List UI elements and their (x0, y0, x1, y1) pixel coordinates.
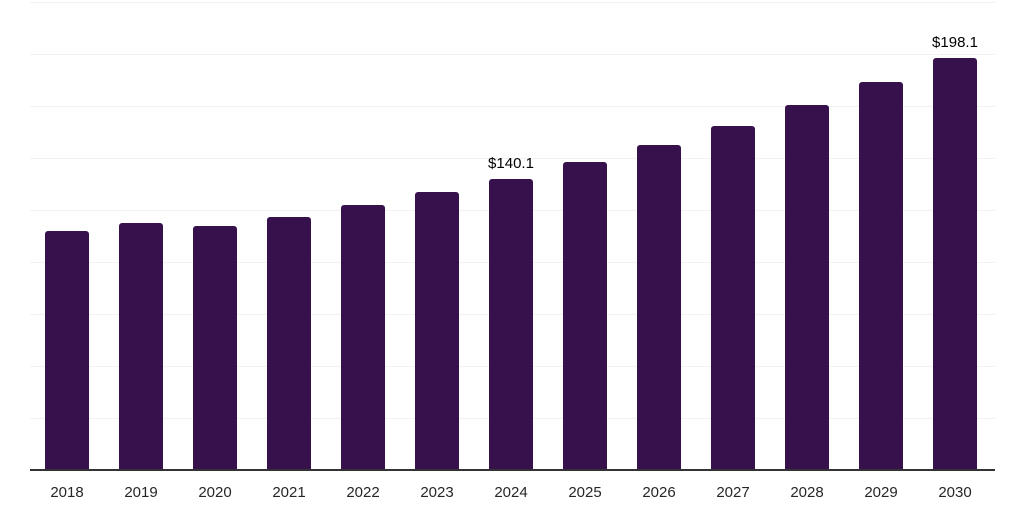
x-tick-label-2030: 2030 (938, 484, 972, 501)
x-axis-line (30, 469, 995, 471)
x-tick-label-2026: 2026 (642, 484, 676, 501)
bar-2019 (119, 223, 163, 470)
x-tick-label-2025: 2025 (568, 484, 602, 501)
bar-2023 (415, 192, 459, 470)
bar-2022 (341, 205, 385, 470)
x-tick-label-2028: 2028 (790, 484, 824, 501)
bar-2020 (193, 226, 237, 470)
x-tick-label-2019: 2019 (124, 484, 158, 501)
x-tick-label-2023: 2023 (420, 484, 454, 501)
x-tick-label-2022: 2022 (346, 484, 380, 501)
x-tick-label-2021: 2021 (272, 484, 306, 501)
x-tick-label-2027: 2027 (716, 484, 750, 501)
bar-2021 (267, 217, 311, 470)
bar-2030 (933, 58, 977, 470)
x-tick-label-2029: 2029 (864, 484, 898, 501)
data-label-2024: $140.1 (488, 155, 534, 172)
bar-2028 (785, 105, 829, 470)
x-tick-label-2024: 2024 (494, 484, 528, 501)
gridline (30, 158, 995, 159)
bar-2029 (859, 82, 903, 470)
bar-2025 (563, 162, 607, 470)
bar-2018 (45, 231, 89, 470)
x-tick-label-2018: 2018 (50, 484, 84, 501)
data-label-2030: $198.1 (932, 34, 978, 51)
gridline (30, 54, 995, 55)
bar-2024 (489, 179, 533, 470)
gridline (30, 2, 995, 3)
bar-2027 (711, 126, 755, 470)
gridline (30, 106, 995, 107)
bar-2026 (637, 145, 681, 470)
x-tick-label-2020: 2020 (198, 484, 232, 501)
